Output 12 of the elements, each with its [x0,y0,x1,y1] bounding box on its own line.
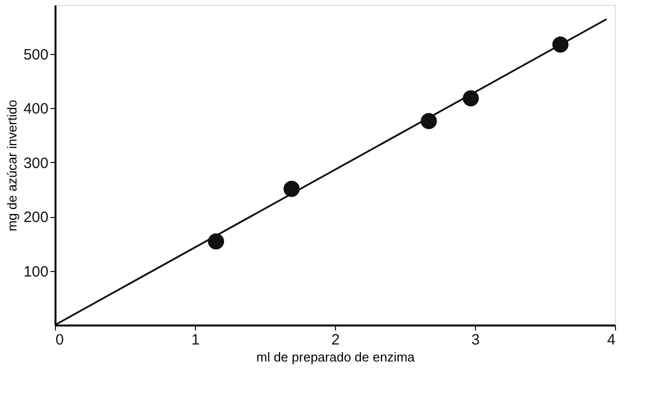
y-tick-label: 400 [23,100,48,118]
y-tick-label: 100 [23,263,48,280]
x-tick-label: 1 [191,332,200,348]
x-axis-title: ml de preparado de enzima [256,350,416,364]
x-tick-label: 3 [471,332,480,348]
y-tick-label: 300 [23,154,48,172]
y-tick-label: 500 [23,46,48,64]
y-tick-label: 200 [23,209,48,226]
y-axis-title: mg de azúcar invertido [4,100,20,232]
x-tick-label: 4 [607,332,616,348]
x-tick-label: 2 [331,332,340,348]
x-tick-label: 0 [56,332,64,348]
